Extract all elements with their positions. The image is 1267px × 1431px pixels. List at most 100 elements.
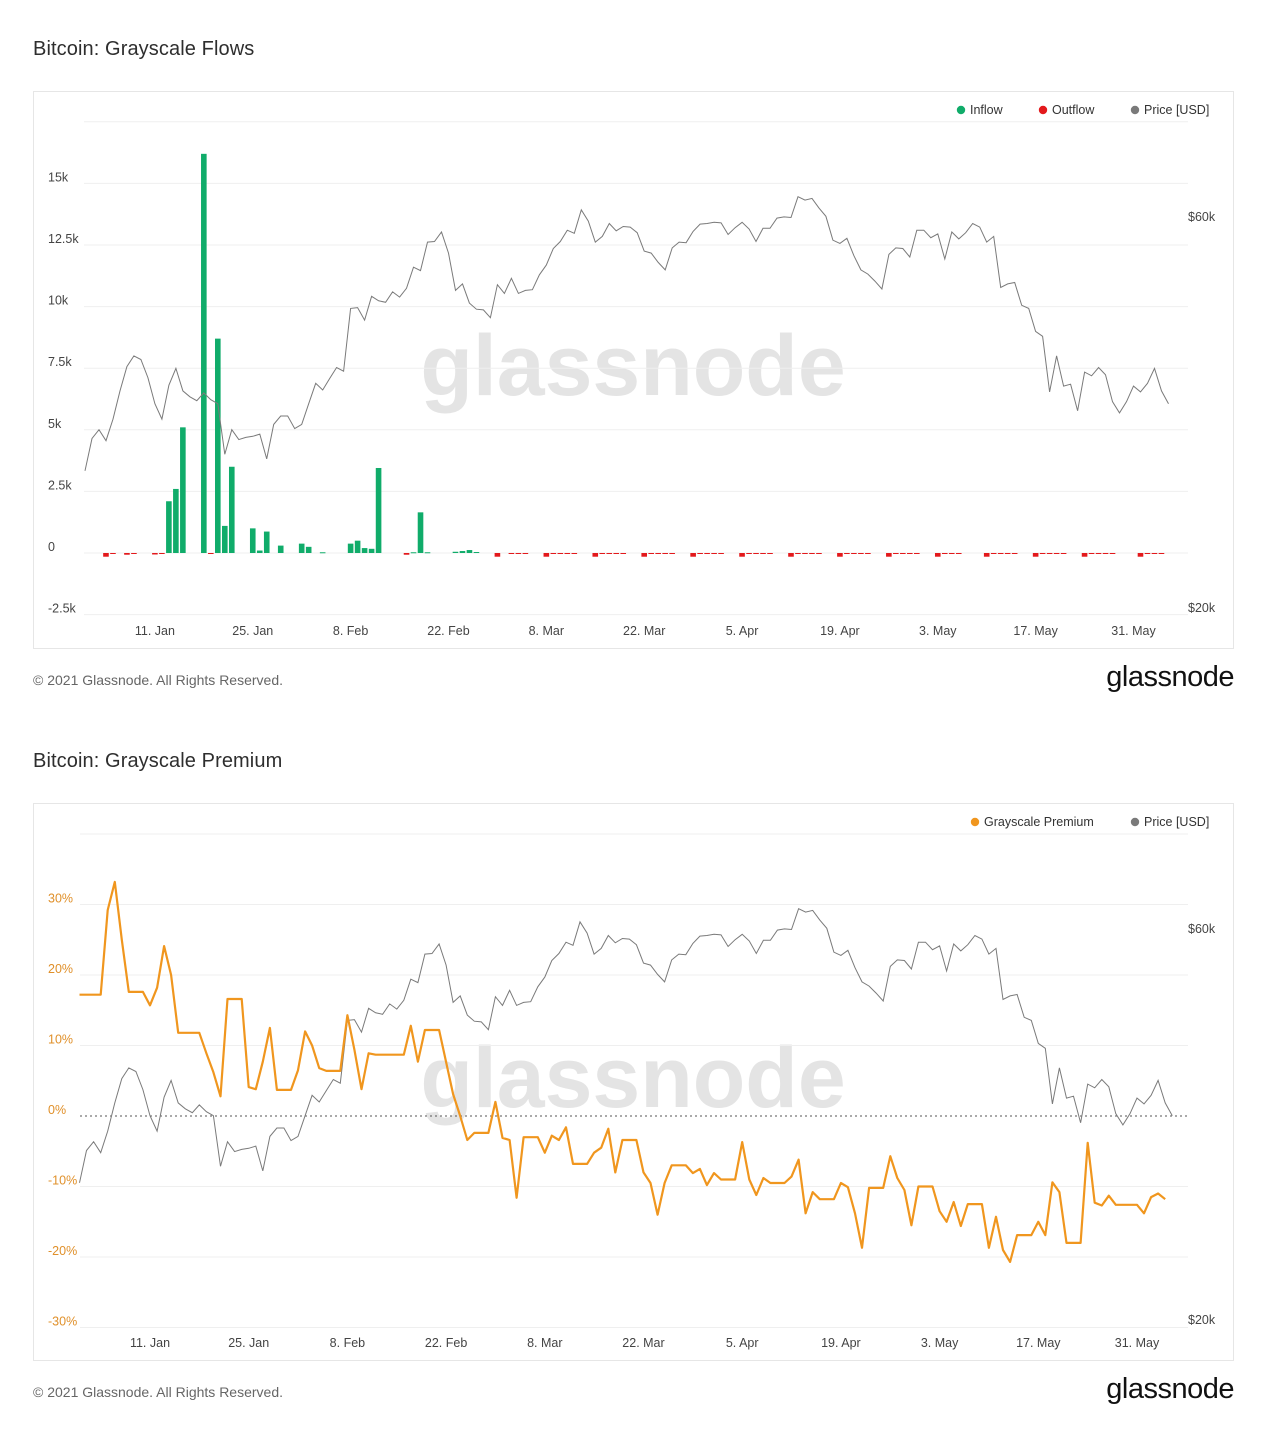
outflow-bar bbox=[564, 553, 571, 554]
outflow-bar bbox=[704, 553, 710, 554]
outflow-bar bbox=[914, 553, 920, 554]
legend-label: Grayscale Premium bbox=[984, 815, 1094, 829]
outflow-bar bbox=[983, 553, 990, 557]
inflow-bar bbox=[180, 427, 186, 553]
x-axis-tick-label: 31. May bbox=[1115, 1336, 1160, 1350]
outflow-bar bbox=[159, 553, 165, 554]
outflow-bar bbox=[1109, 553, 1116, 554]
outflow-bar bbox=[851, 553, 857, 554]
outflow-bar bbox=[110, 553, 116, 554]
outflow-bar bbox=[208, 553, 214, 554]
flows-chart-title: Bitcoin: Grayscale Flows bbox=[33, 38, 255, 60]
y-axis-tick-label: -10% bbox=[48, 1174, 77, 1188]
watermark-logo: glassnode bbox=[420, 318, 845, 414]
x-axis-tick-label: 19. Apr bbox=[820, 624, 860, 638]
y-axis-tick-label: 0% bbox=[48, 1103, 66, 1117]
inflow-bar bbox=[319, 552, 326, 554]
outflow-bar bbox=[711, 553, 717, 554]
x-axis-tick-label: 8. Feb bbox=[333, 624, 368, 638]
outflow-bar bbox=[131, 553, 137, 554]
outflow-bar bbox=[816, 553, 822, 554]
outflow-bar bbox=[620, 553, 627, 554]
outflow-bar bbox=[1039, 553, 1046, 554]
outflow-bar bbox=[858, 553, 864, 554]
y-axis-tick-label: 12.5k bbox=[48, 232, 79, 246]
outflow-bar bbox=[641, 553, 647, 557]
outflow-bar bbox=[760, 553, 766, 554]
inflow-bar bbox=[410, 552, 417, 554]
inflow-bar bbox=[166, 501, 172, 553]
y-axis-tick-label: 10% bbox=[48, 1033, 73, 1047]
glassnode-logo: glassnode bbox=[1106, 661, 1234, 693]
outflow-bar bbox=[613, 553, 620, 554]
premium-chart-title: Bitcoin: Grayscale Premium bbox=[33, 750, 283, 772]
outflow-bar bbox=[948, 553, 955, 554]
y-axis-tick-label: 5k bbox=[48, 417, 62, 431]
x-axis-tick-label: 8. Mar bbox=[529, 624, 564, 638]
x-axis-tick-label: 22. Feb bbox=[425, 1336, 467, 1350]
inflow-bar bbox=[173, 488, 179, 553]
inflow-bar bbox=[473, 552, 480, 554]
inflow-bar bbox=[305, 546, 312, 553]
inflow-bar bbox=[347, 543, 354, 553]
outflow-bar bbox=[508, 553, 515, 554]
inflow-bar bbox=[452, 551, 459, 553]
outflow-bar bbox=[997, 553, 1004, 554]
legend-marker bbox=[956, 105, 966, 115]
outflow-bar bbox=[522, 553, 529, 554]
x-axis-tick-label: 8. Feb bbox=[330, 1336, 365, 1350]
x-axis-tick-label: 22. Feb bbox=[427, 624, 469, 638]
price-line bbox=[84, 196, 1169, 471]
outflow-bar bbox=[697, 553, 703, 554]
outflow-bar bbox=[1053, 553, 1060, 554]
outflow-bar bbox=[907, 553, 913, 554]
outflow-bar bbox=[900, 553, 906, 554]
outflow-bar bbox=[571, 553, 578, 554]
outflow-bar bbox=[718, 553, 724, 554]
outflow-bar bbox=[403, 553, 410, 555]
inflow-bar bbox=[249, 528, 256, 553]
outflow-bar bbox=[550, 553, 557, 554]
outflow-bar bbox=[599, 553, 606, 554]
inflow-bar bbox=[215, 338, 221, 553]
outflow-bar bbox=[103, 553, 109, 557]
outflow-bar bbox=[1095, 553, 1102, 554]
outflow-bar bbox=[844, 553, 850, 554]
legend-label: Price [USD] bbox=[1144, 103, 1209, 117]
outflow-bar bbox=[1144, 553, 1151, 554]
inflow-bar bbox=[466, 550, 473, 553]
outflow-bar bbox=[1032, 553, 1039, 557]
y-axis-tick-label: -20% bbox=[48, 1244, 77, 1258]
inflow-bar bbox=[228, 466, 235, 553]
outflow-bar bbox=[809, 553, 815, 554]
y-axis-tick-label: 0 bbox=[48, 540, 55, 554]
inflow-bar bbox=[298, 543, 305, 553]
x-axis-tick-label: 31. May bbox=[1111, 624, 1156, 638]
outflow-bar bbox=[893, 553, 899, 554]
x-axis-tick-label: 22. Mar bbox=[623, 624, 665, 638]
premium-chart-panel bbox=[33, 803, 1234, 1361]
y-axis-tick-label: 2.5k bbox=[48, 478, 72, 492]
y-axis-tick-label: 7.5k bbox=[48, 355, 72, 369]
x-axis-tick-label: 11. Jan bbox=[130, 1336, 170, 1350]
outflow-bar bbox=[557, 553, 564, 554]
legend-marker bbox=[970, 817, 980, 827]
inflow-bar bbox=[361, 548, 368, 553]
outflow-bar bbox=[1081, 553, 1088, 557]
legend-label: Inflow bbox=[970, 103, 1004, 117]
outflow-bar bbox=[886, 553, 892, 557]
premium-copyright: © 2021 Glassnode. All Rights Reserved. bbox=[33, 1384, 284, 1400]
inflow-bar bbox=[277, 545, 284, 553]
inflow-bar bbox=[222, 525, 228, 553]
outflow-bar bbox=[1060, 553, 1067, 554]
outflow-bar bbox=[1151, 553, 1158, 554]
outflow-bar bbox=[655, 553, 661, 554]
x-axis-tick-label: 11. Jan bbox=[135, 624, 175, 638]
price-axis-tick-label: $20k bbox=[1188, 1313, 1216, 1327]
outflow-bar bbox=[837, 553, 843, 557]
legend-marker bbox=[1038, 105, 1048, 115]
watermark-logo: glassnode bbox=[420, 1030, 845, 1126]
price-line bbox=[79, 908, 1173, 1183]
outflow-bar bbox=[515, 553, 522, 554]
